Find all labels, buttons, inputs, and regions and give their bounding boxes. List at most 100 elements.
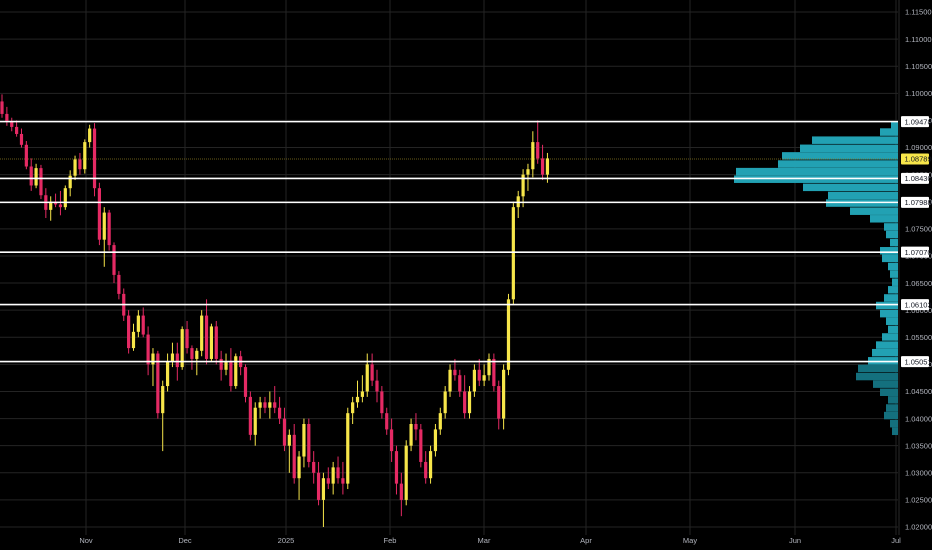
candle-bullish — [49, 201, 53, 210]
level-price-badge — [901, 246, 929, 258]
candle-bearish — [424, 461, 428, 479]
candle-bearish — [127, 315, 131, 349]
volume-profile-bar — [856, 372, 898, 381]
candle-bearish — [414, 424, 418, 430]
candle-bearish — [0, 101, 4, 114]
time-axis[interactable]: Nov Dec 2025 Feb Mar Apr May Jun Jul — [0, 535, 932, 550]
candle-bearish — [453, 369, 457, 376]
candle-bullish — [502, 369, 506, 419]
candle-bearish — [312, 461, 316, 473]
candle-bullish — [511, 207, 515, 300]
candle-bearish — [78, 159, 82, 170]
candle-bullish — [443, 391, 447, 414]
candle-bullish — [360, 391, 364, 397]
candle-bearish — [39, 168, 43, 196]
candle-bullish — [180, 329, 184, 368]
price-tick-label: 1.11000 — [905, 35, 932, 44]
candle-bearish — [5, 113, 9, 122]
candle-bearish — [58, 204, 63, 208]
price-tick-label: 1.03500 — [905, 441, 932, 450]
candle-bullish — [531, 142, 535, 170]
time-tick-label: Jun — [789, 536, 801, 545]
level-price-badge — [901, 299, 929, 311]
candle-bearish — [419, 429, 423, 462]
candle-bearish — [24, 144, 28, 167]
volume-profile-bar — [886, 317, 898, 325]
time-tick-label: Nov — [79, 536, 93, 545]
price-tick-label: 1.06500 — [905, 279, 932, 288]
level-price-label: 1.09478 — [905, 117, 932, 126]
candle-bearish — [175, 353, 179, 368]
level-price-badge — [901, 356, 929, 368]
candle-bearish — [190, 348, 194, 359]
time-tick-label: Apr — [580, 536, 592, 545]
level-price-label: 1.07070 — [905, 248, 932, 257]
candle-bullish — [404, 445, 408, 500]
level-price-badge — [901, 196, 929, 208]
candle-bullish — [409, 424, 413, 446]
candle-bullish — [365, 364, 369, 392]
candle-bullish — [331, 467, 335, 484]
level-price-label: 1.08430 — [905, 174, 932, 183]
level-price-label: 1.07988 — [905, 198, 932, 207]
candle-bullish — [195, 350, 199, 359]
volume-profile-bar — [870, 215, 898, 223]
volume-profile-bar — [892, 278, 898, 286]
volume-profile-bar — [778, 160, 898, 168]
volume-profile-bar — [888, 262, 898, 271]
chart-grid — [0, 0, 898, 535]
candle-bullish — [165, 361, 170, 387]
time-tick-label: Feb — [384, 536, 397, 545]
candle-bearish — [112, 245, 116, 275]
volume-profile-bar — [880, 309, 898, 318]
volume-profile-bar — [782, 152, 898, 160]
price-tick-label: 1.04500 — [905, 387, 932, 396]
volume-profile — [734, 121, 898, 436]
candle-bearish — [229, 361, 233, 387]
volume-profile-bar — [880, 128, 898, 136]
candle-bullish — [83, 142, 87, 170]
volume-profile-bar — [858, 364, 898, 373]
candle-bullish — [88, 128, 92, 143]
candle-bullish — [234, 356, 238, 387]
candle-bullish — [355, 396, 360, 403]
price-tick-label: 1.10000 — [905, 89, 932, 98]
candle-bullish — [482, 375, 486, 381]
price-tick-label: 1.02000 — [905, 523, 932, 532]
candle-bearish — [316, 472, 321, 500]
volume-profile-bar — [891, 121, 898, 129]
candle-bullish — [351, 402, 355, 414]
volume-profile-bar — [890, 238, 898, 247]
volume-profile-bar — [882, 254, 898, 263]
candle-bearish — [219, 358, 223, 370]
candle-bearish — [380, 391, 384, 414]
price-axis-background — [898, 0, 932, 550]
candle-bearish — [92, 128, 97, 189]
candle-bearish — [394, 451, 399, 484]
candle-bullish — [428, 451, 433, 479]
candle-bullish — [297, 456, 301, 479]
candle-bearish — [117, 274, 121, 294]
candle-bearish — [492, 358, 496, 387]
price-tick-label: 1.09000 — [905, 143, 932, 152]
candle-bullish — [131, 331, 136, 349]
volume-profile-bar — [872, 348, 898, 357]
volume-profile-bar — [812, 136, 898, 144]
price-axis[interactable]: 1.115001.110001.105001.100001.095001.090… — [898, 0, 932, 550]
candle-bullish — [287, 434, 291, 446]
support-resistance-levels — [0, 120, 898, 363]
candlestick-series — [0, 94, 550, 527]
volume-profile-bar — [880, 388, 898, 397]
volume-profile-bar — [828, 191, 898, 200]
volume-profile-bar — [888, 325, 898, 334]
time-axis-background — [0, 535, 932, 550]
candle-bearish — [458, 375, 462, 392]
candle-bearish — [156, 353, 160, 414]
volume-profile-bar — [850, 207, 898, 215]
current-price-badge — [901, 153, 929, 165]
time-tick-label: Mar — [478, 536, 491, 545]
candle-bearish — [282, 418, 287, 446]
candle-bullish — [200, 315, 204, 351]
time-tick-label: May — [683, 536, 697, 545]
